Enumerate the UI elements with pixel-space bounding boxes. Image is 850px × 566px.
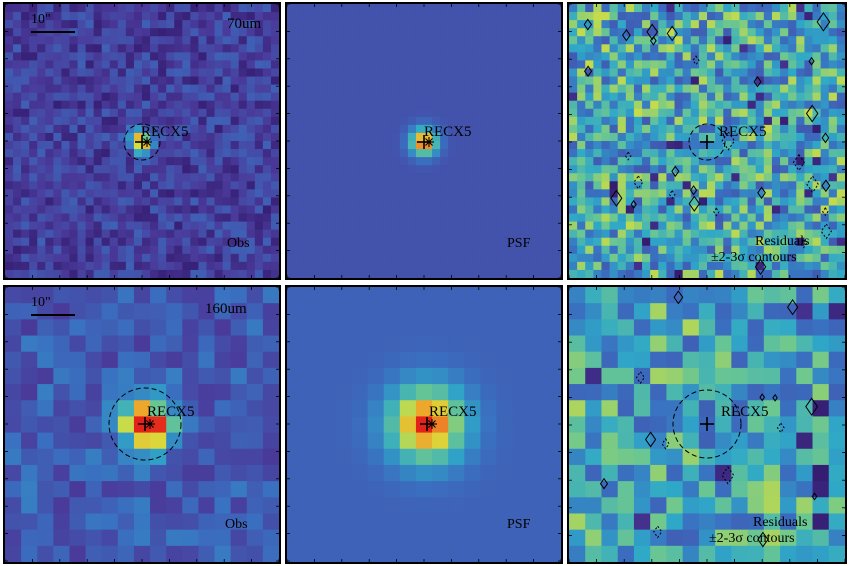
source-label: RECX5 [147,404,195,420]
band-label: 70um [227,16,262,32]
contours-label: ±2-3σ contours [709,531,795,546]
residual-map-160um [569,287,845,562]
source-label: RECX5 [424,124,472,140]
contours-label: ±2-3σ contours [711,250,797,265]
residuals-label: Residuals [753,515,808,530]
panel-type-label: Obs [227,236,250,251]
source-label: RECX5 [719,124,767,140]
residual-map-70um [569,4,845,278]
band-label: 160um [205,301,247,317]
panel-type-label: PSF [507,517,531,532]
scale-bar-label: 10" [31,12,51,27]
source-label: RECX5 [141,124,189,140]
psf-panel-160um: RECX5 PSF [285,285,563,564]
scale-bar-label: 10" [31,295,51,310]
obs-panel-70um: 10" 70um RECX5 Obs [3,2,281,280]
psf-panel-70um: RECX5 PSF [285,2,563,280]
psf-map-160um [287,287,561,562]
residual-panel-160um: RECX5 Residuals ±2-3σ contours [567,285,847,564]
panel-type-label: Obs [225,517,248,532]
residual-panel-70um: RECX5 Residuals ±2-3σ contours [567,2,847,280]
obs-map-160um [5,287,279,562]
panel-type-label: PSF [507,236,531,251]
obs-map-70um [5,4,279,278]
source-label: RECX5 [429,404,477,420]
obs-panel-160um: 10" 160um RECX5 Obs [3,285,281,564]
psf-map-70um [287,4,561,278]
residuals-label: Residuals [755,234,810,249]
source-label: RECX5 [721,404,769,420]
